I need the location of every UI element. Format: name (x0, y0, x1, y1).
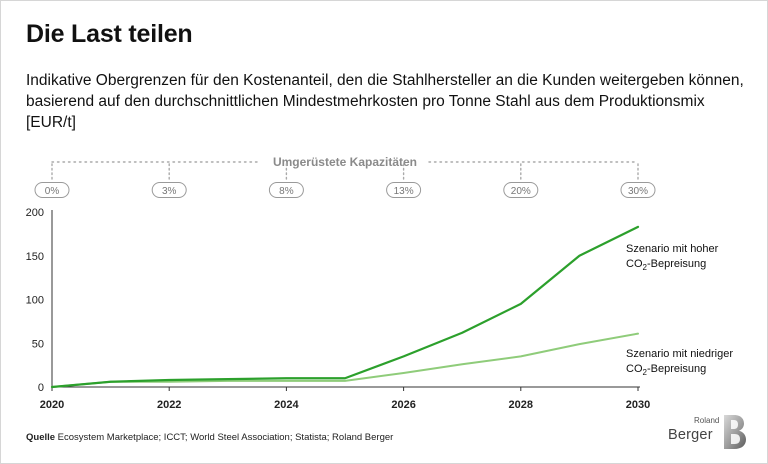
capacity-pill-value: 30% (628, 186, 648, 197)
x-tick-label: 2022 (157, 399, 181, 411)
logo-berger-text: Berger (668, 427, 713, 443)
source-text: Ecosystem Marketplace; ICCT; World Steel… (55, 432, 394, 443)
y-tick-label: 0 (38, 382, 44, 394)
x-tick-label: 2026 (391, 399, 415, 411)
capacity-pill-value: 13% (394, 186, 414, 197)
x-tick-label: 2024 (274, 399, 299, 411)
source-note: Quelle Ecosystem Marketplace; ICCT; Worl… (26, 432, 393, 443)
y-tick-label: 100 (26, 295, 44, 307)
series-line-low (51, 332, 639, 388)
capacity-pill-value: 8% (279, 186, 294, 197)
chart-subtitle: Indikative Obergrenzen für den Kostenant… (26, 72, 744, 131)
capacity-pill (34, 182, 70, 198)
logo-roland-text: Roland (694, 416, 720, 425)
capacity-pill-value: 0% (45, 186, 60, 197)
series-line-high (50, 225, 640, 389)
capacity-label: Umgerüstete Kapazitäten (273, 155, 417, 169)
capacity-pill-value: 20% (511, 186, 531, 197)
x-tick-label: 2028 (509, 399, 533, 411)
capacity-pill (151, 182, 187, 198)
capacity-pill (503, 182, 539, 198)
capacity-pill (268, 182, 304, 198)
source-label: Quelle (26, 432, 56, 443)
y-tick-label: 150 (26, 251, 44, 263)
page-title: Die Last teilen (26, 20, 193, 48)
capacity-pill (386, 182, 422, 198)
y-tick-label: 200 (26, 207, 44, 219)
series-label-low-line1: Szenario mit niedriger (626, 348, 733, 360)
series-label-high-line2: CO2-Bepreisung (626, 258, 706, 272)
y-tick-label: 50 (32, 338, 44, 350)
series-label-high-line1: Szenario mit hoher (626, 243, 719, 255)
roland-berger-logo: Roland Berger (668, 412, 748, 452)
x-tick-label: 2020 (40, 399, 64, 411)
capacity-pill (620, 182, 656, 198)
series-label-low-line2: CO2-Bepreisung (626, 363, 706, 377)
x-tick-label: 2030 (626, 399, 650, 411)
capacity-pill-value: 3% (162, 186, 177, 197)
logo-b-mark-icon (724, 415, 746, 449)
